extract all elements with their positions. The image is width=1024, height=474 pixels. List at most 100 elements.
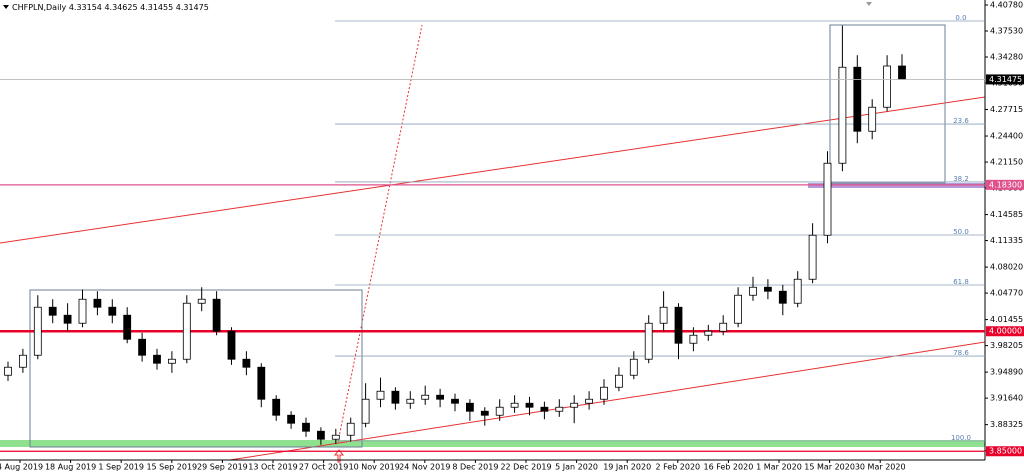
price-label: 4.18300 <box>989 180 1022 189</box>
fib-label: 100.0 <box>951 434 971 442</box>
candle-body <box>78 298 87 324</box>
y-tick-label: 4.11335 <box>990 236 1023 245</box>
price-label-box <box>986 179 1024 190</box>
candle-body <box>898 65 906 80</box>
candle-body <box>212 298 221 332</box>
candle-body <box>838 66 847 164</box>
candle-body <box>749 286 757 296</box>
current-price-label: 4.31475 <box>989 75 1022 84</box>
price-label: 4.00000 <box>989 327 1022 336</box>
y-tick-label: 4.27715 <box>990 105 1023 114</box>
arrow-marker <box>333 449 345 463</box>
header: CHFPLN,Daily 4.33154 4.34625 4.31455 4.3… <box>3 3 209 12</box>
trend-line <box>337 24 423 443</box>
candle-body <box>778 290 787 304</box>
price-label-box <box>986 446 1024 457</box>
candle-body <box>883 65 891 108</box>
candle-body <box>331 434 340 440</box>
candle-body <box>451 398 459 404</box>
y-tick-label: 4.08020 <box>990 263 1023 272</box>
x-tick-label: 27 Oct 2019 <box>299 463 348 472</box>
candle-body <box>108 306 117 316</box>
candle-body <box>346 422 355 436</box>
fib-label: 50.0 <box>953 228 969 236</box>
candle-body <box>495 406 504 416</box>
candle-body <box>421 394 430 400</box>
candle-body <box>615 374 623 388</box>
candle-body <box>63 314 72 324</box>
x-tick-label: 2 Feb 2020 <box>655 463 700 472</box>
candle-body <box>823 162 832 236</box>
ohlc-high: 4.34625 <box>104 3 137 12</box>
x-tick-label: 16 Feb 2020 <box>704 463 754 472</box>
trend-line <box>0 96 986 244</box>
x-tick-label: 22 Dec 2019 <box>500 463 551 472</box>
price-label-box <box>986 326 1024 337</box>
y-tick-label: 4.24400 <box>990 132 1023 141</box>
candle-body <box>853 66 862 132</box>
candle-body <box>4 366 12 376</box>
candle-body <box>257 366 266 400</box>
y-tick-label: 3.91640 <box>990 394 1023 403</box>
ohlc-low: 4.31455 <box>140 3 173 12</box>
shift-marker <box>866 2 872 6</box>
candle-body <box>167 358 176 364</box>
y-tick-label: 3.98205 <box>990 341 1023 350</box>
y-tick-label: 3.88325 <box>990 420 1023 429</box>
trend-line <box>229 341 986 461</box>
x-tick-label: 15 Sep 2019 <box>146 463 197 472</box>
candle-body <box>659 306 668 324</box>
x-tick-label: 18 Aug 2019 <box>45 463 96 472</box>
candle-body <box>361 398 370 424</box>
fib-label: 78.6 <box>953 349 969 357</box>
candle-body <box>764 286 772 292</box>
candle-body <box>227 330 236 360</box>
fib-label: 38.2 <box>953 175 969 183</box>
candle-body <box>734 294 742 324</box>
fib-label: 61.8 <box>953 278 969 286</box>
y-tick-label: 4.21150 <box>990 158 1023 167</box>
current-price-box <box>986 74 1024 85</box>
ohlc-close: 4.31475 <box>176 3 209 12</box>
x-tick-label: 24 Nov 2019 <box>399 463 450 472</box>
candle-body <box>808 234 817 280</box>
x-tick-label: 1 Sep 2019 <box>98 463 144 472</box>
candle-body <box>868 106 877 132</box>
candle-body <box>674 306 683 344</box>
candle-body <box>510 402 519 408</box>
candle-body <box>525 402 534 408</box>
candle-body <box>93 298 102 308</box>
candle-body <box>18 354 27 368</box>
support-zone <box>0 440 985 447</box>
x-tick-label: 29 Sep 2019 <box>197 463 248 472</box>
candle-body <box>793 278 802 304</box>
x-tick-label: 13 Oct 2019 <box>248 463 297 472</box>
y-tick-label: 3.94890 <box>990 368 1023 377</box>
candle-body <box>540 406 549 412</box>
candle-body <box>302 422 310 432</box>
candle-body <box>242 358 251 368</box>
x-tick-label: 30 Mar 2020 <box>855 463 906 472</box>
candle-body <box>123 314 132 340</box>
candle-body <box>316 430 325 440</box>
candle-body <box>197 298 206 304</box>
candle-body <box>719 322 728 332</box>
ohlc-open: 4.33154 <box>69 3 102 12</box>
zone-highlight <box>808 183 985 188</box>
y-tick-label: 4.37530 <box>990 27 1023 36</box>
candle-body <box>480 410 489 416</box>
candle-body <box>585 398 593 404</box>
candle-body <box>138 338 147 356</box>
candle-body <box>287 414 296 424</box>
chart-title: CHFPLN,Daily 4.33154 4.34625 4.31455 4.3… <box>12 3 209 12</box>
x-tick-label: 8 Dec 2019 <box>452 463 498 472</box>
y-tick-label: 4.34280 <box>990 53 1023 62</box>
y-tick-label: 4.04770 <box>990 289 1023 298</box>
x-tick-label: 15 Mar 2020 <box>804 463 855 472</box>
x-tick-label: 4 Aug 2019 <box>0 463 43 472</box>
candle-body <box>391 390 400 404</box>
candle-body <box>600 386 608 400</box>
candle-body <box>570 402 579 408</box>
x-tick-label: 19 Jan 2020 <box>603 463 651 472</box>
